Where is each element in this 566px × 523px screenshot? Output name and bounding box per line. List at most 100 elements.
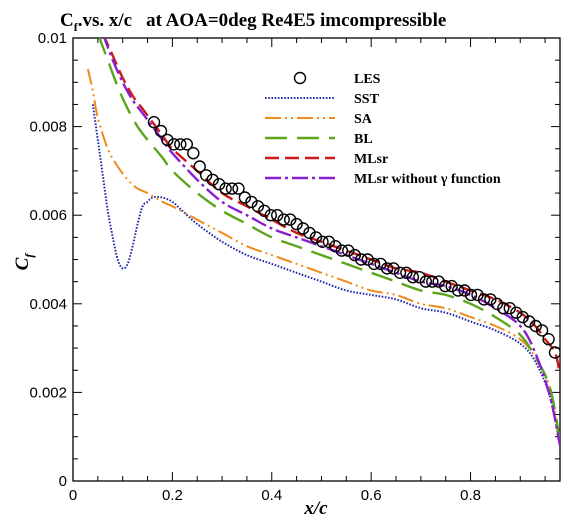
les-data-point — [484, 293, 497, 306]
les-data-point — [296, 222, 310, 235]
y-tick-label: 0.006 — [29, 207, 67, 224]
les-data-point — [471, 288, 484, 302]
legend-marker-les — [293, 71, 307, 85]
les-data-point — [503, 302, 516, 315]
legend-label-bl: BL — [354, 132, 373, 147]
les-data-point — [516, 310, 529, 324]
y-tick-label: 0.01 — [38, 30, 67, 47]
y-axis-label: Cf — [12, 253, 36, 271]
les-data-point — [161, 133, 174, 147]
series-line-bl — [98, 38, 560, 442]
y-tick-label: 0.008 — [29, 119, 67, 136]
les-data-point — [445, 279, 458, 293]
les-data-point — [393, 266, 407, 279]
x-tick-label: 0 — [69, 487, 77, 504]
series-line-sst — [91, 104, 560, 446]
x-axis-label: x/c — [303, 498, 328, 519]
les-data-point — [510, 306, 523, 319]
les-data-point — [212, 177, 226, 191]
les-data-point — [535, 324, 549, 337]
les-data-point — [238, 191, 252, 204]
les-data-point — [419, 275, 432, 288]
les-data-point — [264, 208, 277, 222]
legend-label-mlsr-without-function: MLsr without γ function — [354, 172, 501, 187]
series-group — [86, 38, 560, 446]
les-data-point — [355, 253, 368, 266]
les-data-point — [245, 195, 258, 209]
les-data-point — [303, 226, 316, 240]
x-tick-label: 0.8 — [460, 487, 481, 504]
les-data-point — [199, 169, 213, 182]
les-data-point — [309, 231, 323, 244]
y-axis-label-base: C — [12, 257, 33, 270]
les-data-point — [187, 146, 200, 160]
les-data-point — [406, 271, 420, 284]
series-line-mlsr-without-function — [103, 38, 560, 446]
y-tick-label: 0 — [59, 473, 67, 490]
les-data-point — [497, 302, 510, 315]
les-data-point — [400, 266, 413, 279]
series-line-sa — [86, 68, 560, 446]
les-data-point — [277, 213, 290, 226]
y-tick-labels: 0 0.002 0.004 0.006 0.008 0.01 — [29, 30, 67, 490]
les-data-point — [348, 248, 361, 262]
les-data-point — [380, 262, 394, 275]
x-tick-label: 0.4 — [261, 487, 282, 504]
les-data-point — [147, 115, 161, 129]
legend-label-mlsr: MLsr — [354, 152, 388, 167]
les-data-point — [174, 138, 187, 151]
les-data-point — [180, 138, 194, 151]
x-tick-label: 0.2 — [162, 487, 183, 504]
y-tick-label: 0.004 — [29, 296, 67, 313]
les-data-point — [342, 244, 355, 257]
les-data-point — [451, 284, 465, 297]
les-data-point — [206, 173, 219, 187]
les-data-point — [329, 239, 342, 253]
les-data-point — [426, 275, 439, 288]
title-conditions: at AOA=0deg Re4E5 imcompressible — [146, 10, 446, 31]
title-subscript: f — [74, 20, 79, 34]
y-axis-label-sub: f — [22, 253, 36, 258]
les-data-point — [458, 284, 471, 297]
les-data-point — [225, 182, 239, 195]
series-line-mlsr — [103, 38, 560, 375]
x-tick-labels: 0 0.2 0.4 0.6 0.8 — [69, 487, 481, 504]
les-data-point — [367, 257, 381, 271]
axis-ticks — [72, 37, 560, 482]
les-data-point — [271, 208, 284, 222]
les-data-point — [322, 235, 336, 249]
les-data-point — [432, 275, 445, 288]
les-data-point — [316, 235, 329, 249]
x-tick-label: 0.6 — [361, 487, 382, 504]
title-rest: .vs. x/c — [78, 10, 132, 31]
les-data-point — [490, 297, 504, 310]
title-prefix: C — [60, 10, 74, 31]
les-data-point — [413, 271, 426, 284]
les-data-point — [251, 200, 265, 213]
les-data-point — [167, 138, 181, 151]
les-data-point — [477, 293, 491, 306]
les-data-point — [387, 262, 400, 275]
les-data-point — [464, 288, 478, 302]
legend-label-sst: SST — [354, 92, 380, 107]
y-tick-label: 0.002 — [29, 384, 67, 401]
plot-frame — [72, 37, 561, 482]
les-data-point — [529, 319, 542, 333]
les-data-point — [219, 182, 232, 195]
les-data-point — [523, 315, 536, 328]
legend-label-les: LES — [354, 72, 381, 87]
les-data-point — [258, 204, 271, 218]
legend-label-sa: SA — [354, 112, 373, 127]
les-data-point — [284, 213, 297, 226]
legend: LES SST SA BL MLsr MLsr without γ function — [265, 71, 501, 187]
les-data-point — [542, 333, 555, 346]
les-data-point — [361, 253, 374, 266]
les-data-point — [335, 244, 348, 257]
les-data-point — [154, 124, 168, 138]
les-data-point — [232, 182, 245, 195]
les-data-point — [439, 279, 452, 293]
les-data-point — [374, 257, 387, 271]
chart-title: Cf.vs. x/c at AOA=0deg Re4E5 imcompressib… — [60, 10, 446, 34]
les-data-point — [193, 160, 206, 173]
